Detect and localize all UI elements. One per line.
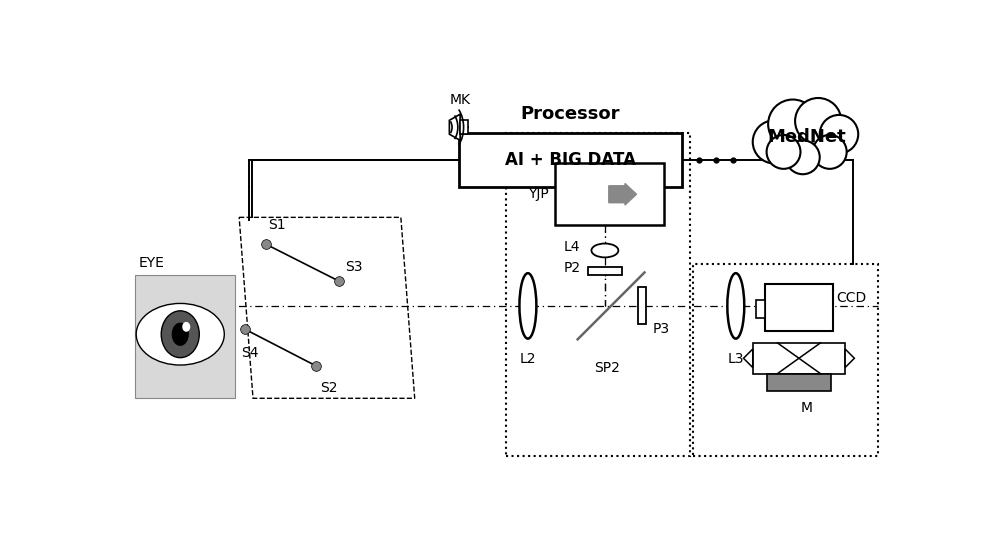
- Bar: [588, 267, 622, 276]
- Bar: [693, 264, 878, 456]
- Text: SP2: SP2: [594, 361, 620, 375]
- Ellipse shape: [727, 273, 744, 339]
- FancyArrow shape: [609, 184, 637, 205]
- Circle shape: [753, 120, 796, 164]
- Polygon shape: [744, 349, 753, 367]
- Text: MK: MK: [450, 93, 471, 107]
- Text: S1: S1: [268, 218, 285, 232]
- Ellipse shape: [172, 323, 188, 346]
- Text: L3: L3: [728, 352, 744, 366]
- Ellipse shape: [519, 273, 536, 339]
- Text: CCD: CCD: [837, 291, 867, 305]
- Polygon shape: [449, 114, 460, 141]
- Ellipse shape: [182, 322, 190, 332]
- Bar: [459, 133, 682, 186]
- Bar: [767, 374, 831, 391]
- Text: P3: P3: [653, 322, 670, 336]
- Bar: [765, 284, 833, 330]
- Circle shape: [795, 98, 841, 144]
- Bar: [555, 164, 664, 225]
- Ellipse shape: [591, 244, 618, 258]
- Bar: [135, 275, 235, 398]
- Text: EYE: EYE: [138, 256, 164, 270]
- Circle shape: [767, 135, 800, 169]
- Circle shape: [768, 100, 817, 149]
- Text: MedNet: MedNet: [767, 128, 846, 146]
- Text: L2: L2: [520, 352, 536, 366]
- Text: AI + BIG DATA: AI + BIG DATA: [505, 151, 636, 169]
- Text: M: M: [801, 400, 813, 414]
- Text: S3: S3: [345, 259, 363, 273]
- Circle shape: [813, 135, 847, 169]
- Circle shape: [820, 115, 858, 153]
- Polygon shape: [845, 349, 854, 367]
- Bar: [753, 343, 845, 374]
- Text: S4: S4: [241, 346, 258, 360]
- Text: YJP: YJP: [528, 187, 549, 201]
- Bar: [638, 287, 646, 324]
- Circle shape: [786, 141, 820, 174]
- Text: Processor: Processor: [521, 105, 620, 123]
- Ellipse shape: [161, 311, 199, 358]
- Bar: [756, 300, 765, 318]
- Bar: [506, 133, 690, 456]
- Text: S2: S2: [320, 381, 338, 395]
- Bar: [460, 120, 468, 134]
- Text: P2: P2: [563, 261, 580, 275]
- Text: L4: L4: [564, 240, 580, 254]
- Ellipse shape: [136, 304, 224, 365]
